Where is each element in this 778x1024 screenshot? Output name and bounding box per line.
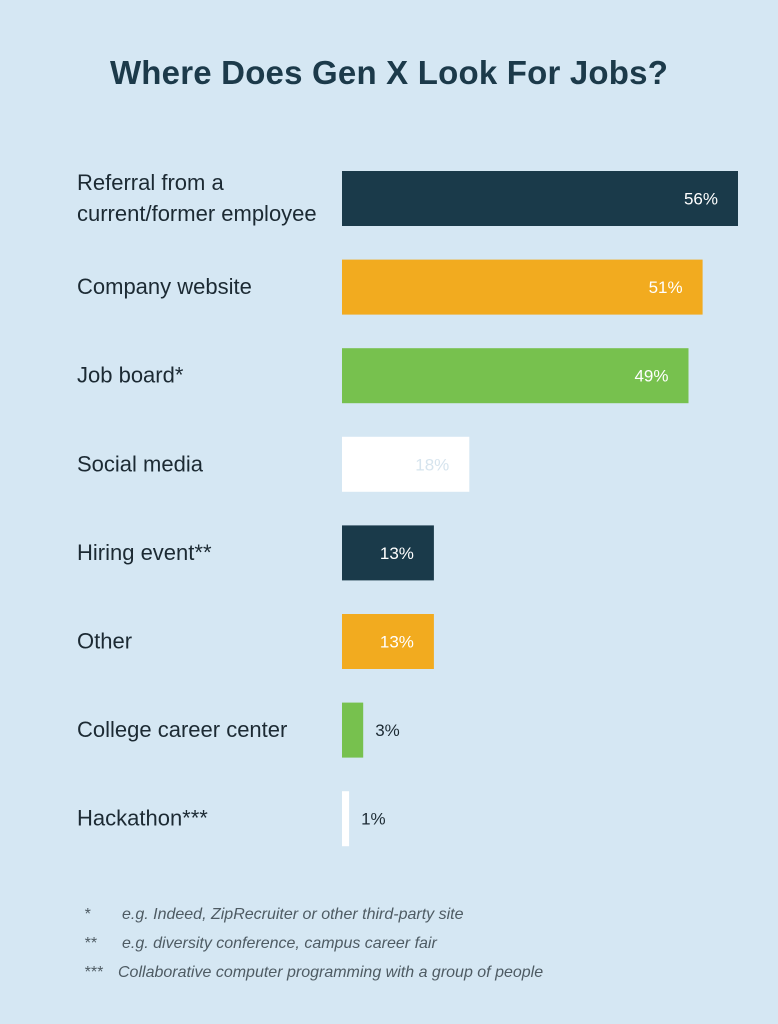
footnote-3: *** Collaborative computer programming wi… [84,958,543,987]
value-label-4: 18% [415,455,449,474]
value-label-7: 3% [375,721,400,740]
category-label-6: Other [77,629,132,654]
footnotes: * e.g. Indeed, ZipRecruiter or other thir… [84,900,543,987]
bar-2 [342,259,703,315]
footnote-3-text: Collaborative computer programming with … [118,964,544,981]
category-label-2: Company website [77,274,252,299]
category-label-7: College career center [77,717,287,742]
category-label-1: Referral from a current/former employee [77,170,317,226]
footnote-1-text: e.g. Indeed, ZipRecruiter or other third… [122,906,464,923]
bar-8 [342,791,350,847]
value-label-3: 49% [634,367,668,386]
footnote-2-mark: ** [84,935,97,952]
category-label-4: Social media [77,451,204,476]
value-label-1: 56% [684,190,718,209]
bar-4 [342,436,470,492]
category-label-8: Hackathon*** [77,806,208,831]
footnote-2-text: e.g. diversity conference, campus career… [122,935,437,952]
category-label-5: Hiring event** [77,540,212,565]
bar-5 [342,525,434,581]
bar-chart: Referral from a current/former employee 56… [77,170,738,847]
bar-3 [342,348,689,404]
footnote-2: ** e.g. diversity conference, campus care… [84,929,543,958]
chart-title: Where Does Gen X Look For Jobs? [109,54,669,91]
value-label-6: 13% [380,633,414,652]
value-label-2: 51% [649,278,683,297]
category-label-3: Job board* [77,363,184,388]
bar-7 [342,702,364,758]
value-label-8: 1% [361,810,386,829]
footnote-3-mark: *** [84,964,103,981]
footnote-1-mark: * [84,906,91,923]
bar-1 [342,171,738,226]
value-label-5: 13% [380,544,414,563]
footnote-1: * e.g. Indeed, ZipRecruiter or other thir… [84,900,543,929]
bar-6 [342,614,434,669]
